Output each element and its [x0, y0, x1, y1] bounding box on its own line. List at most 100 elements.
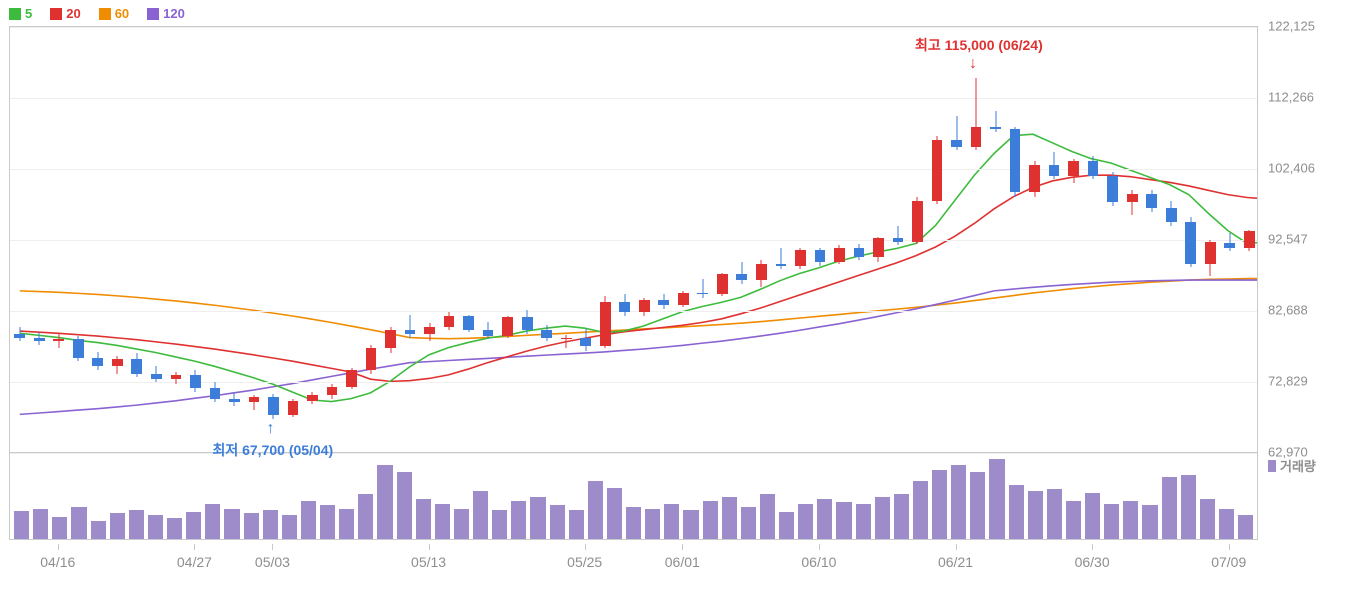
volume-bar[interactable] — [1162, 477, 1177, 539]
candle[interactable] — [268, 394, 279, 419]
volume-bar[interactable] — [798, 504, 813, 539]
volume-bar[interactable] — [320, 505, 335, 539]
candle[interactable] — [619, 294, 630, 316]
volume-bar[interactable] — [1181, 475, 1196, 539]
volume-bar[interactable] — [339, 509, 354, 539]
candle[interactable] — [385, 327, 396, 354]
candle[interactable] — [717, 273, 728, 296]
volume-bar[interactable] — [856, 504, 871, 539]
candle[interactable] — [795, 248, 806, 270]
candle[interactable] — [815, 248, 826, 266]
volume-bar[interactable] — [167, 518, 182, 539]
candle[interactable] — [1224, 233, 1235, 251]
volume-bar[interactable] — [779, 512, 794, 539]
volume-bar[interactable] — [683, 510, 698, 539]
price-chart-area[interactable] — [9, 26, 1258, 452]
candle[interactable] — [541, 325, 552, 342]
candle[interactable] — [678, 291, 689, 308]
candle[interactable] — [658, 294, 669, 308]
candle[interactable] — [483, 322, 494, 339]
candle[interactable] — [873, 237, 884, 262]
candle[interactable] — [229, 392, 240, 406]
volume-bar[interactable] — [664, 504, 679, 539]
volume-bar[interactable] — [186, 512, 201, 539]
volume-bar[interactable] — [435, 504, 450, 539]
volume-bar[interactable] — [454, 509, 469, 539]
candle[interactable] — [327, 384, 338, 398]
volume-bar[interactable] — [91, 521, 106, 539]
candle[interactable] — [405, 315, 416, 338]
volume-bar[interactable] — [569, 510, 584, 539]
candle[interactable] — [951, 116, 962, 151]
volume-bar[interactable] — [1142, 505, 1157, 539]
candle[interactable] — [1166, 201, 1177, 226]
candle[interactable] — [1127, 190, 1138, 215]
candle[interactable] — [1146, 190, 1157, 212]
volume-bar[interactable] — [913, 481, 928, 539]
volume-bar[interactable] — [244, 513, 259, 539]
candle[interactable] — [990, 111, 1001, 133]
volume-bar[interactable] — [148, 515, 163, 539]
candle[interactable] — [307, 392, 318, 404]
candle[interactable] — [73, 336, 84, 360]
volume-bar[interactable] — [33, 509, 48, 539]
candle[interactable] — [522, 310, 533, 334]
candle[interactable] — [502, 316, 513, 338]
candle[interactable] — [14, 327, 25, 341]
volume-bar[interactable] — [932, 470, 947, 539]
candle[interactable] — [1088, 156, 1099, 179]
candle[interactable] — [1107, 172, 1118, 207]
volume-bar[interactable] — [1009, 485, 1024, 539]
volume-bar[interactable] — [301, 501, 316, 539]
candle[interactable] — [53, 334, 64, 348]
volume-bar[interactable] — [52, 517, 67, 539]
candle[interactable] — [112, 356, 123, 374]
candle[interactable] — [190, 370, 201, 392]
candle[interactable] — [444, 312, 455, 330]
candle[interactable] — [210, 382, 221, 402]
candle[interactable] — [854, 244, 865, 260]
candle[interactable] — [776, 248, 787, 270]
volume-bar[interactable] — [989, 459, 1004, 539]
candle[interactable] — [736, 262, 747, 284]
volume-bar[interactable] — [110, 513, 125, 539]
volume-bar[interactable] — [1047, 489, 1062, 539]
candle[interactable] — [92, 352, 103, 370]
candle[interactable] — [366, 345, 377, 374]
volume-bar[interactable] — [1238, 515, 1253, 539]
volume-bar[interactable] — [703, 501, 718, 539]
volume-bar[interactable] — [741, 507, 756, 539]
volume-bar[interactable] — [626, 507, 641, 539]
candle[interactable] — [893, 226, 904, 245]
volume-bar[interactable] — [205, 504, 220, 539]
candle[interactable] — [424, 323, 435, 341]
candle[interactable] — [34, 332, 45, 345]
volume-bar[interactable] — [951, 465, 966, 539]
volume-bar[interactable] — [530, 497, 545, 539]
candle[interactable] — [912, 197, 923, 244]
candle[interactable] — [463, 315, 474, 332]
volume-bar[interactable] — [377, 465, 392, 539]
candle[interactable] — [1029, 161, 1040, 197]
volume-bar[interactable] — [358, 494, 373, 539]
candle[interactable] — [932, 136, 943, 204]
volume-bar[interactable] — [760, 494, 775, 539]
candle[interactable] — [288, 399, 299, 417]
candle[interactable] — [600, 296, 611, 349]
candle[interactable] — [971, 78, 982, 150]
volume-bar[interactable] — [282, 515, 297, 539]
candle[interactable] — [756, 260, 767, 287]
candle[interactable] — [346, 368, 357, 390]
volume-bar[interactable] — [511, 501, 526, 539]
volume-bar[interactable] — [1028, 491, 1043, 539]
volume-bar[interactable] — [263, 510, 278, 539]
candle[interactable] — [697, 279, 708, 298]
candle[interactable] — [171, 372, 182, 384]
candle[interactable] — [561, 335, 572, 349]
volume-bar[interactable] — [1123, 501, 1138, 539]
candle[interactable] — [1244, 230, 1255, 252]
volume-bar[interactable] — [894, 494, 909, 539]
candle[interactable] — [1049, 152, 1060, 179]
volume-bar[interactable] — [416, 499, 431, 539]
volume-bar[interactable] — [607, 488, 622, 539]
